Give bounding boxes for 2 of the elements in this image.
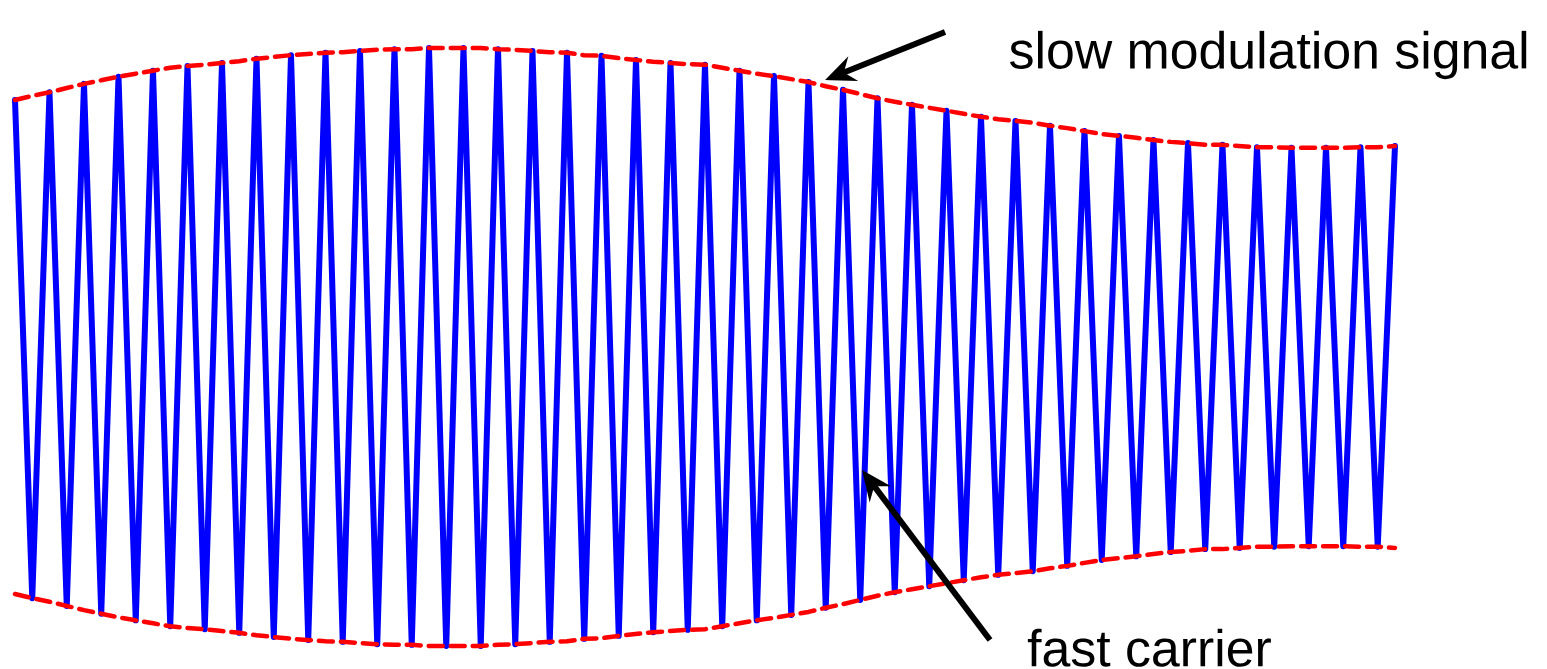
annotation: slow modulation signal [1010, 30, 1527, 80]
annotation: fast carrier [1027, 628, 1271, 667]
